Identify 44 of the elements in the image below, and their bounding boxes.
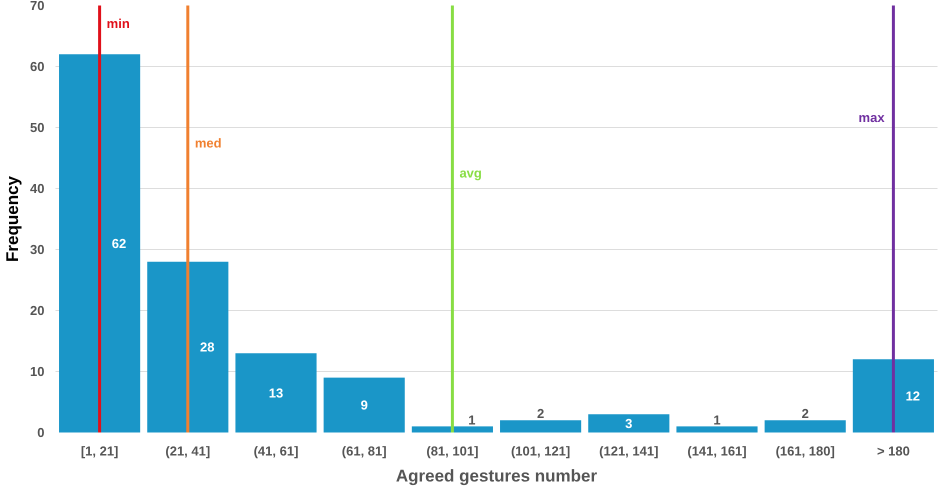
data-label: 2 <box>802 406 809 422</box>
data-label: 2 <box>536 406 544 422</box>
y-tick-label: 60 <box>30 59 45 74</box>
data-label: 62 <box>112 236 126 251</box>
data-label: 1 <box>713 412 721 428</box>
data-label: 9 <box>360 398 368 413</box>
bar <box>59 54 140 432</box>
bar <box>588 414 670 432</box>
data-label: 13 <box>268 385 284 400</box>
ref-line-label: avg <box>459 166 482 181</box>
data-label: 28 <box>200 340 214 355</box>
bar <box>235 353 317 432</box>
data-label: 12 <box>906 388 920 404</box>
ref-line-label: min <box>106 16 130 32</box>
x-tick-label: (121, 141] <box>599 444 658 458</box>
x-tick-label: (41, 61] <box>254 444 298 458</box>
y-tick-label: 10 <box>30 364 45 379</box>
y-axis-title: Frequency <box>3 175 22 262</box>
ref-line-label: max <box>858 110 886 126</box>
x-tick-label: [1, 21] <box>80 444 118 458</box>
bar <box>676 426 758 432</box>
bar <box>324 378 405 432</box>
x-tick-label: (161, 180] <box>776 444 835 458</box>
bar <box>764 420 846 432</box>
x-axis-title: Agreed gestures number <box>396 466 598 486</box>
x-tick-label: (101, 121] <box>510 444 570 458</box>
x-tick-label: (81, 101] <box>426 444 478 458</box>
y-tick-label: 30 <box>30 242 45 257</box>
x-tick-label: (61, 81] <box>342 444 387 458</box>
ref-line-label: med <box>194 136 222 151</box>
y-tick-label: 50 <box>30 120 45 135</box>
bar <box>412 426 493 432</box>
bar <box>500 420 582 432</box>
y-tick-label: 20 <box>30 303 45 318</box>
bar <box>852 359 934 432</box>
y-tick-label: 40 <box>30 181 45 196</box>
x-tick-label: (21, 41] <box>165 444 210 458</box>
bar <box>147 262 228 432</box>
y-tick-label: 0 <box>37 425 45 440</box>
x-tick-label: > 180 <box>876 444 910 458</box>
data-label: 3 <box>625 416 632 431</box>
y-tick-label: 70 <box>30 0 45 13</box>
x-tick-label: (141, 161] <box>687 444 747 458</box>
data-label: 1 <box>468 412 476 428</box>
